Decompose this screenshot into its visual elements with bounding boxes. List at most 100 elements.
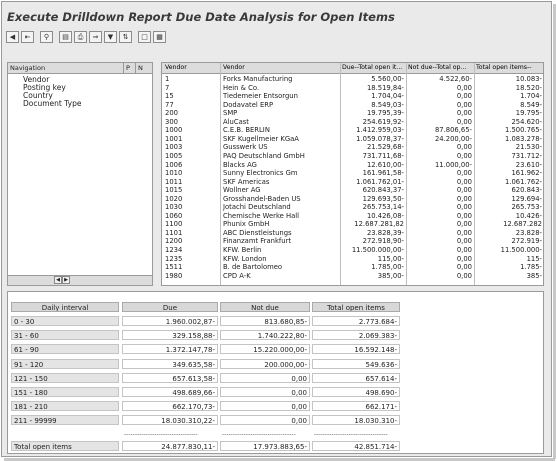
- total-amount: 1.704-: [520, 92, 542, 101]
- table-row[interactable]: 1020 Grosshandel-Baden US 129.693,50- 0,00 1…: [162, 194, 543, 203]
- table-row[interactable]: 1 Forks Manufacturing 5.560,00- 4.522,60- 10…: [162, 75, 543, 83]
- vendor-name: Sunny Electronics Gm: [223, 169, 298, 178]
- export-icon[interactable]: ⇒: [89, 31, 102, 43]
- col-vendor-name[interactable]: Vendor: [223, 64, 245, 71]
- not-due-amount: 0,00: [456, 117, 472, 126]
- col-header-2[interactable]: Not due: [220, 302, 310, 312]
- total-amount: 272.919-: [511, 237, 542, 246]
- table-row[interactable]: 1015 Wollner AG 620.843,37- 0,00 620.843-: [162, 186, 543, 195]
- col-total[interactable]: Total open items--: [476, 64, 532, 71]
- table-row[interactable]: 31 - 60 329.158,88- 1.740.222,80- 2.069.383…: [11, 330, 400, 341]
- total-amount: 620.843-: [511, 186, 542, 195]
- vendor-number: 1006: [165, 160, 183, 169]
- table-row[interactable]: 1000 C.E.B. BERLIN 1.412.959,03- 87.806,65-…: [162, 126, 543, 135]
- table-row[interactable]: 1511 B. de Bartolomeo 1.785,00- 0,00 1.785-: [162, 263, 543, 272]
- table-row[interactable]: 121 - 150 657.613,58- 0,00 657.614-: [11, 372, 400, 384]
- total-value: 662.171-: [312, 401, 400, 412]
- table-row[interactable]: 61 - 90 1.372.147,78- 15.220.000,00- 16.592…: [11, 344, 400, 355]
- col-vendor-key[interactable]: Vendor: [165, 64, 187, 71]
- navigation-scrollbar[interactable]: ◀ ▶: [8, 275, 152, 285]
- total-amount: 21.530-: [515, 143, 542, 152]
- vendor-name: PAQ Deutschland GmbH: [223, 151, 305, 160]
- table-row[interactable]: 1235 KFW. London 115,00- 0,00 115-: [162, 254, 543, 263]
- sort-icon[interactable]: ⇅: [119, 31, 132, 43]
- find-icon[interactable]: ⚲: [40, 31, 53, 43]
- total-amount: 10.083-: [515, 75, 542, 83]
- double-line-row[interactable]: ========================================…: [11, 453, 400, 456]
- table-row[interactable]: 1200 Finanzamt Frankfurt 272.918,90- 0,00 27…: [162, 237, 543, 246]
- table-row[interactable]: 181 - 210 662.170,73- 0,00 662.171-: [11, 401, 400, 412]
- document-icon[interactable]: □: [138, 31, 151, 43]
- table-row[interactable]: 77 Dodavatel ERP 8.549,03- 0,00 8.549-: [162, 101, 543, 109]
- due-value: 18.030.310,22-: [122, 415, 218, 426]
- table-row[interactable]: 1011 SKF Americas 1.061.762,01- 0,00 1.061.7…: [162, 177, 543, 186]
- vendor-name: Wollner AG: [223, 186, 261, 195]
- due-amount: 10.426,08-: [366, 211, 404, 220]
- table-row[interactable]: 1060 Chemische Werke Hall 10.426,08- 0,00 10…: [162, 211, 543, 220]
- vendor-number: 1000: [165, 126, 183, 135]
- vendor-name: KFW. London: [223, 254, 267, 263]
- col-header-1[interactable]: Due: [122, 302, 218, 312]
- total-amount: 129.694-: [511, 194, 542, 203]
- nav-item-posting-key[interactable]: Posting key: [23, 83, 66, 92]
- not-due-amount: 24.200,00-: [434, 134, 472, 143]
- due-amount: 23.828,39-: [366, 228, 404, 237]
- not-due-amount: 0,00: [456, 83, 472, 92]
- interval-label: Total open items: [11, 441, 119, 451]
- due-value: 498.689,66-: [122, 387, 218, 397]
- interval-label: [11, 430, 119, 440]
- col-not-due[interactable]: Not due--Total op...: [408, 64, 467, 71]
- table-row[interactable]: 1234 KFW. Berlin 11.500.000,00- 0,00 11.500.…: [162, 246, 543, 254]
- not-due-value: 17.973.883,65-: [220, 441, 310, 451]
- separator-row[interactable]: ---------------------------------- ------…: [11, 430, 400, 441]
- table-row[interactable]: 1010 Sunny Electronics Gm 161.961,58- 0,00 1…: [162, 169, 543, 178]
- total-amount: 1.061.762-: [504, 177, 542, 186]
- nav-item-document-type[interactable]: Document Type: [23, 99, 82, 108]
- table-row[interactable]: 1001 SKF Kugellmeier KGaA 1.059.078,37- 24.…: [162, 134, 543, 143]
- total-row[interactable]: Total open items 24.877.830,11- 17.973.883…: [11, 441, 400, 452]
- scroll-right-icon[interactable]: ▶: [62, 276, 70, 284]
- nav-item-vendor[interactable]: Vendor: [23, 75, 50, 84]
- table-row[interactable]: 7 Hein & Co. 18.519,84- 0,00 18.520-: [162, 83, 543, 92]
- table-row[interactable]: 1005 PAQ Deutschland GmbH 731.711,68- 0,00 7…: [162, 151, 543, 160]
- toolbar: ◀ ⇤ ⚲ ▤ ⎙ ⇒ ▼ ⇅ □ ▦: [6, 31, 168, 47]
- scroll-left-icon[interactable]: ◀: [54, 276, 62, 284]
- nav-item-country[interactable]: Country: [23, 91, 53, 100]
- table-row[interactable]: 1030 Jotachi Deutschland 265.753,14- 0,00 26…: [162, 203, 543, 212]
- table-row[interactable]: 1980 CPD A-K 385,00- 0,00 385-: [162, 271, 543, 280]
- table-row[interactable]: 200 SMP 19.795,39- 0,00 19.795-: [162, 109, 543, 118]
- table-row[interactable]: 0 - 30 1.960.002,87- 813.680,85- 2.773.684-: [11, 316, 400, 327]
- not-due-value: 1.740.222,80-: [220, 330, 310, 341]
- col-header-0[interactable]: Daily interval: [11, 302, 119, 312]
- col-due[interactable]: Due--Total open it...: [342, 64, 403, 71]
- table-row[interactable]: 91 - 120 349.635,58- 200.000,00- 549.636-: [11, 358, 400, 370]
- total-amount: 19.795-: [515, 109, 542, 118]
- vendor-number: 1511: [165, 263, 183, 272]
- interval-label: 121 - 150: [11, 372, 119, 383]
- layout-icon[interactable]: ▤: [59, 31, 72, 43]
- not-due-value: 0,00: [220, 415, 310, 426]
- table-row[interactable]: 211 - 99999 18.030.310,22- 0,00 18.030.310-: [11, 415, 400, 426]
- table-row[interactable]: 300 AluCast 254.619,92- 0,00 254.620-: [162, 117, 543, 126]
- vendor-name: CPD A-K: [223, 271, 251, 280]
- total-amount: 254.620-: [511, 117, 542, 126]
- table-row[interactable]: 1006 Blacks AG 12.610,00- 11.000,00- 23.610-: [162, 160, 543, 169]
- back-icon[interactable]: ◀: [6, 31, 19, 43]
- table-row[interactable]: 151 - 180 498.689,66- 0,00 498.690-: [11, 387, 400, 398]
- table-row[interactable]: 1003 Gusswerk US 21.529,68- 0,00 21.530-: [162, 143, 543, 152]
- due-amount: 1.704,04-: [371, 92, 404, 101]
- col-header-3[interactable]: Total open items: [312, 302, 400, 312]
- table-row[interactable]: 1100 Phunix GmbH 12.687.281,82 0,00 12.687.2…: [162, 220, 543, 229]
- vendor-number: 1030: [165, 203, 183, 212]
- navigation-header-n: N: [138, 64, 143, 72]
- interval-label: 61 - 90: [11, 344, 119, 355]
- table-row[interactable]: 15 Tiedemeier Entsorgun 1.704,04- 0,00 1.704…: [162, 92, 543, 101]
- due-amount: 12.687.281,82: [354, 220, 404, 229]
- vendor-number: 1015: [165, 186, 183, 195]
- due-amount: 5.560,00-: [371, 75, 404, 83]
- first-page-icon[interactable]: ⇤: [21, 31, 34, 43]
- graphic-icon[interactable]: ▦: [153, 31, 166, 43]
- table-row[interactable]: 1101 ABC Dienstleistungs 23.828,39- 0,00 23.…: [162, 228, 543, 237]
- print-icon[interactable]: ⎙: [74, 31, 87, 43]
- filter-icon[interactable]: ▼: [104, 31, 117, 43]
